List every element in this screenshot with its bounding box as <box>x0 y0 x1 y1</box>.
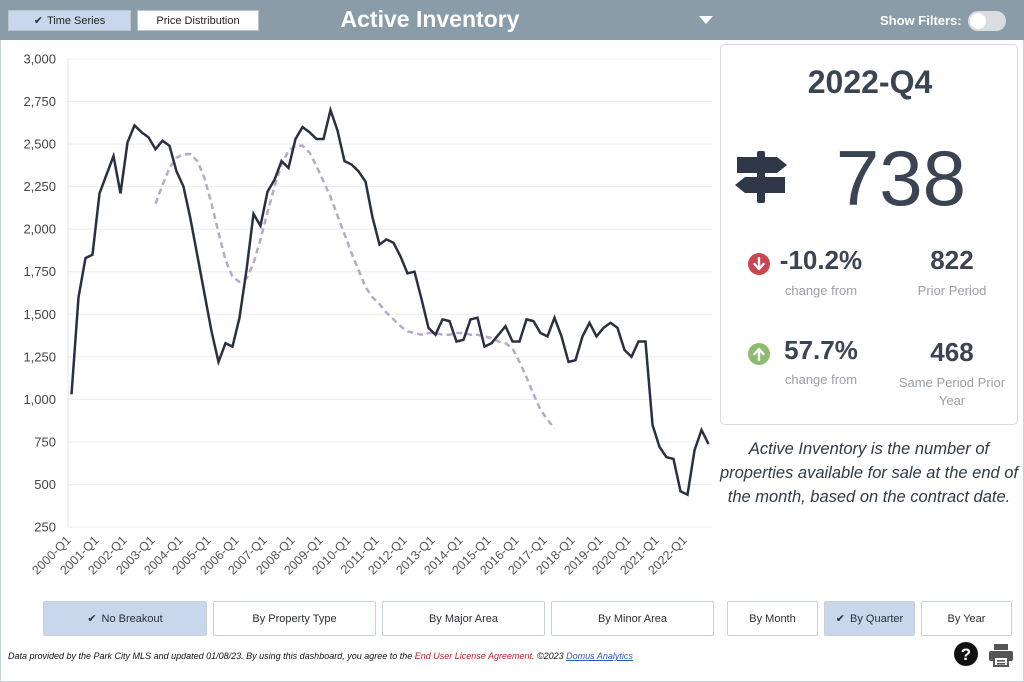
y-tick-label: 1,000 <box>23 392 56 407</box>
chevron-down-icon[interactable] <box>699 16 713 24</box>
same-period-label-2: Year <box>938 393 966 408</box>
prior-period-value: 822 <box>930 245 974 275</box>
time-series-button[interactable]: ✔ Time Series <box>8 10 131 31</box>
by-year-button[interactable]: By Year <box>921 601 1012 636</box>
by-minor-area-button[interactable]: By Minor Area <box>551 601 714 636</box>
footer-middle: . ©2023 <box>532 651 567 661</box>
company-link[interactable]: Domus Analytics <box>566 651 633 661</box>
y-tick-label: 1,250 <box>23 349 56 364</box>
price-distribution-button[interactable]: Price Distribution <box>137 10 259 31</box>
arrow-down-circle-icon <box>748 253 770 275</box>
help-icon[interactable]: ? <box>954 642 978 666</box>
by-quarter-label: By Quarter <box>850 612 904 625</box>
check-icon: ✔ <box>87 613 97 625</box>
by-quarter-button[interactable]: ✔ By Quarter <box>824 601 915 636</box>
no-breakout-button[interactable]: ✔ No Breakout <box>43 601 207 636</box>
svg-text:?: ? <box>961 645 971 664</box>
check-icon: ✔ <box>33 15 43 27</box>
top-toolbar: ✔ Time Series Price Distribution Active … <box>0 0 1024 40</box>
check-icon: ✔ <box>835 613 846 625</box>
time-series-label: Time Series <box>46 14 106 27</box>
price-distribution-label: Price Distribution <box>156 14 240 27</box>
change-prior-label: change from <box>784 283 858 298</box>
by-major-area-label: By Major Area <box>428 612 499 625</box>
footer-text: Data provided by the Park City MLS and u… <box>8 651 633 661</box>
metric-description: Active Inventory is the number of proper… <box>719 440 1019 506</box>
same-period-value: 468 <box>930 337 974 367</box>
by-minor-area-label: By Minor Area <box>597 612 668 625</box>
change-yoy-stat: 57.7% <box>773 335 869 366</box>
by-property-type-label: By Property Type <box>252 612 337 625</box>
inventory-chart: 250 500 750 1,000 1,250 1,500 1,750 2,000 2,250 2… <box>23 52 712 578</box>
by-month-button[interactable]: By Month <box>727 601 818 636</box>
chart-gridlines <box>67 58 712 528</box>
same-period-stat: 468 Same Period Prior Year <box>891 337 1013 410</box>
by-property-type-button[interactable]: By Property Type <box>213 601 376 636</box>
y-tick-label: 2,000 <box>23 222 56 237</box>
footer-prefix: Data provided by the Park City MLS and u… <box>8 651 415 661</box>
summary-card: 2022-Q4 738 -10.2% change from 822 Prior… <box>720 44 1018 425</box>
change-prior-value: -10.2% <box>779 245 863 275</box>
prior-period-label: Prior Period <box>917 283 987 298</box>
arrow-up-circle-icon <box>748 343 770 365</box>
change-prior-stat: -10.2% <box>773 245 869 276</box>
signpost-icon <box>735 151 787 203</box>
y-tick-label: 500 <box>34 477 56 492</box>
change-prior-caption: change from <box>761 282 881 300</box>
same-period-label-1: Same Period Prior <box>898 375 1006 390</box>
y-tick-label: 1,750 <box>23 264 56 279</box>
y-axis-ticks: 250 500 750 1,000 1,250 1,500 1,750 2,000 2,250 2… <box>23 52 56 535</box>
by-year-label: By Year <box>947 612 986 625</box>
show-filters-label: Show Filters: <box>880 13 962 28</box>
print-icon[interactable] <box>988 643 1014 667</box>
change-yoy-value: 57.7% <box>784 335 858 365</box>
inventory-line <box>70 105 710 497</box>
y-tick-label: 2,500 <box>23 137 56 152</box>
period-label: 2022-Q4 <box>807 64 933 100</box>
eula-link[interactable]: End User License Agreement <box>414 651 532 661</box>
by-major-area-button[interactable]: By Major Area <box>382 601 545 636</box>
prior-period-stat: 822 Prior Period <box>891 245 1013 300</box>
change-yoy-caption: change from <box>761 371 881 389</box>
page-title: Active Inventory <box>340 6 520 32</box>
change-yoy-label: change from <box>784 372 858 387</box>
x-axis-ticks: 2000-Q12001-Q12002-Q12003-Q12004-Q12005-… <box>29 533 689 577</box>
trend-line <box>154 144 556 430</box>
y-tick-label: 3,000 <box>23 52 56 67</box>
y-tick-label: 1,500 <box>23 307 56 322</box>
current-value: 738 <box>835 134 967 222</box>
y-tick-label: 2,250 <box>23 179 56 194</box>
y-tick-label: 250 <box>34 520 56 535</box>
by-month-label: By Month <box>749 612 796 625</box>
y-tick-label: 2,750 <box>23 94 56 109</box>
show-filters-toggle[interactable] <box>968 11 1006 31</box>
toggle-knob <box>970 13 986 29</box>
y-tick-label: 750 <box>34 434 56 449</box>
no-breakout-label: No Breakout <box>101 612 163 625</box>
